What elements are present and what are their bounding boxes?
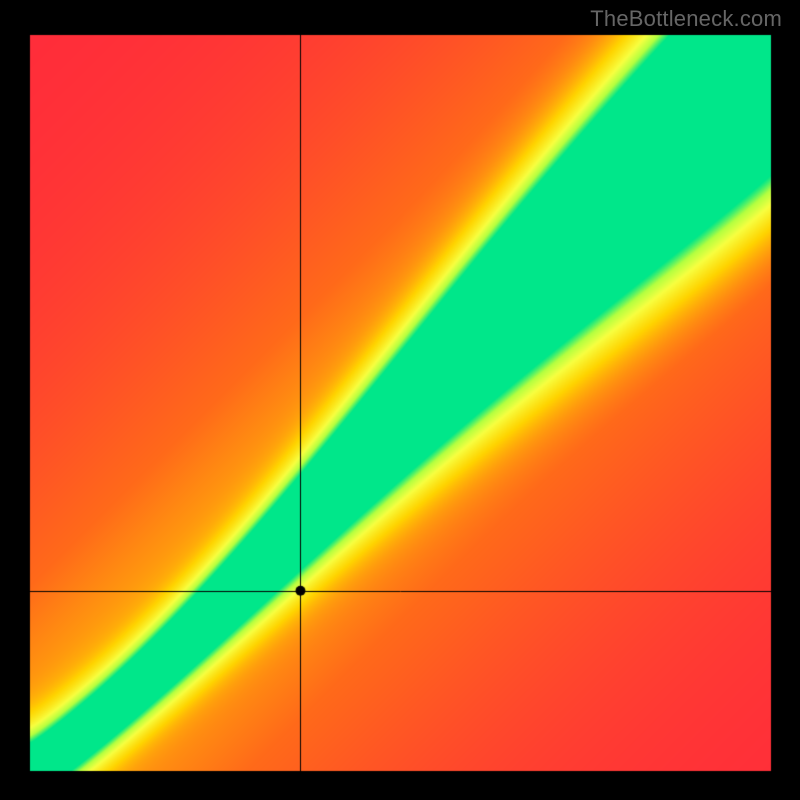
root: { "watermark": { "text": "TheBottleneck.… <box>0 0 800 800</box>
watermark-text: TheBottleneck.com <box>590 6 782 32</box>
bottleneck-heatmap <box>0 0 800 800</box>
